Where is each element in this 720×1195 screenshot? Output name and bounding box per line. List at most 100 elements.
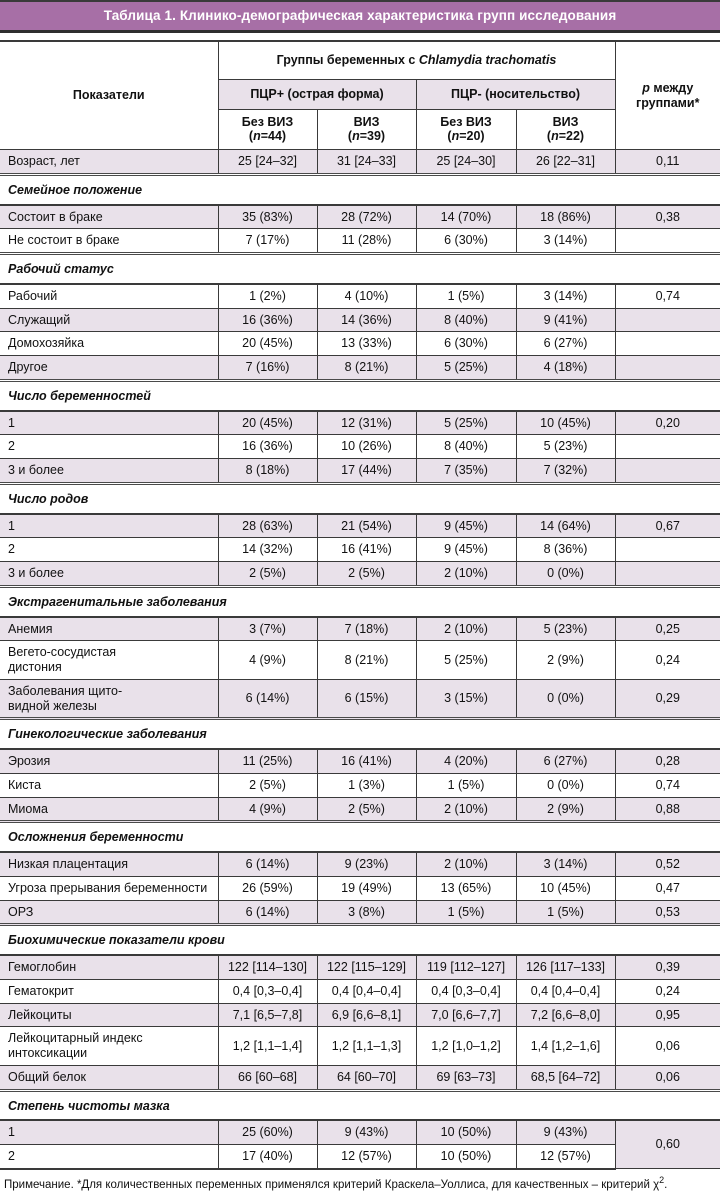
cell-p-value (614, 307, 720, 333)
section-header-label: Рабочий статус (0, 251, 720, 285)
cell-value: 16 (36%) (217, 434, 318, 459)
table-title: Таблица 1. Клинико-демографическая харак… (103, 8, 617, 23)
section-header-row: Степень чистоты мазка (0, 1088, 720, 1122)
cell-value: 7 (32%) (515, 458, 616, 484)
table-row: Не состоит в браке 7 (17%) 11 (28%) 6 (30%)… (0, 228, 720, 254)
row-label: Киста (0, 772, 219, 798)
cell-value: 9 (43%) (515, 1119, 616, 1146)
cell-value: 2 (5%) (316, 561, 417, 587)
cell-value: 26 [22–31] (515, 149, 616, 175)
cell-value: 8 (18%) (217, 458, 318, 484)
cell-p-value (614, 458, 720, 484)
section-header-row: Биохимические показатели крови (0, 923, 720, 957)
cell-value: 0,4 [0,4–0,4] (515, 978, 616, 1004)
cell-value: 8 (36%) (515, 537, 616, 562)
cell-value: 2 (5%) (217, 561, 318, 587)
section-header-row: Экстрагенитальные заболевания (0, 584, 720, 618)
cell-p-value (614, 331, 720, 356)
table-row: 2 14 (32%) 16 (41%) 9 (45%) 8 (36%) (0, 537, 720, 562)
cell-value: 1,4 [1,2–1,6] (515, 1026, 616, 1066)
row-label: 3 и более (0, 561, 219, 587)
cell-value: 1 (2%) (217, 283, 318, 309)
cell-value: 17 (40%) (217, 1143, 318, 1170)
table-row: Лейкоцитарный индекс интоксикации 1,2 [1,… (0, 1026, 720, 1066)
cell-value: 3 (7%) (217, 615, 318, 642)
cell-value: 12 (31%) (316, 409, 417, 436)
table-row: Миома 4 (9%) 2 (5%) 2 (10%) 2 (9%) 0,88 (0, 796, 720, 823)
cell-value: 3 (15%) (415, 678, 517, 720)
cell-p-value: 0,47 (614, 875, 720, 901)
cell-value: 14 (70%) (415, 203, 517, 230)
table-row: Служащий 16 (36%) 14 (36%) 8 (40%) 9 (41%) (0, 307, 720, 333)
cell-value: 3 (14%) (515, 851, 616, 877)
cell-value: 6 (30%) (415, 331, 517, 356)
table-row: Угроза прерывания беременности 26 (59%) 19… (0, 875, 720, 901)
section-header-row: Осложнения беременности (0, 820, 720, 854)
table-row: 3 и более 2 (5%) 2 (5%) 2 (10%) 0 (0%) (0, 561, 720, 587)
row-label: 2 (0, 434, 219, 459)
table-row: Возраст, лет 25 [24–32] 31 [24–33] 25 [24–3… (0, 149, 720, 175)
table-row: Рабочий 1 (2%) 4 (10%) 1 (5%) 3 (14%) 0,74 (0, 283, 720, 309)
cell-value: 8 (21%) (316, 355, 417, 381)
table-row: 1 20 (45%) 12 (31%) 5 (25%) 10 (45%) 0,20 (0, 409, 720, 436)
row-label: ОРЗ (0, 899, 219, 926)
cell-value: 7 (35%) (415, 458, 517, 484)
cell-value: 31 [24–33] (316, 149, 417, 175)
cell-p-value: 0,24 (614, 978, 720, 1004)
row-label: Состоит в браке (0, 203, 219, 230)
table-row: Общий белок 66 [60–68] 64 [60–70] 69 [63–73… (0, 1064, 720, 1091)
cell-value: 1,2 [1,0–1,2] (415, 1026, 517, 1066)
cell-value: 8 (21%) (316, 640, 417, 680)
cell-value: 20 (45%) (217, 409, 318, 436)
cell-value: 28 (72%) (316, 203, 417, 230)
table-body: Возраст, лет 25 [24–32] 31 [24–33] 25 [24–3… (0, 149, 720, 1170)
cell-value: 2 (10%) (415, 796, 517, 823)
cell-value: 126 [117–133] (515, 954, 616, 980)
row-label: Возраст, лет (0, 149, 219, 175)
cell-value: 4 (9%) (217, 640, 318, 680)
cell-value: 1 (5%) (415, 899, 517, 926)
cell-value: 6 (14%) (217, 851, 318, 877)
cell-p-value (614, 434, 720, 459)
cell-value: 2 (10%) (415, 851, 517, 877)
cell-value: 6,9 [6,6–8,1] (316, 1002, 417, 1028)
row-label: Другое (0, 355, 219, 381)
cell-value: 6 (27%) (515, 748, 616, 774)
cell-value: 0 (0%) (515, 678, 616, 720)
cell-value: 11 (25%) (217, 748, 318, 774)
cell-value: 9 (23%) (316, 851, 417, 877)
row-label: 1 (0, 512, 219, 539)
cell-value: 9 (45%) (415, 512, 517, 539)
cell-value: 0,4 [0,3–0,4] (217, 978, 318, 1004)
cell-value: 2 (5%) (316, 796, 417, 823)
cell-value: 5 (25%) (415, 355, 517, 381)
cell-value: 19 (49%) (316, 875, 417, 901)
header-pcr-negative: ПЦР- (носительство) (415, 78, 615, 110)
cell-value: 2 (10%) (415, 561, 517, 587)
row-label: Гемоглобин (0, 954, 219, 980)
cell-p-value (614, 355, 720, 381)
cell-value: 18 (86%) (515, 203, 616, 230)
cell-value: 5 (23%) (515, 434, 616, 459)
cell-p-value: 0,24 (614, 640, 720, 680)
cell-p-value: 0,74 (614, 772, 720, 798)
cell-value: 16 (41%) (316, 537, 417, 562)
cell-value: 14 (36%) (316, 307, 417, 333)
row-label: Лейкоциты (0, 1002, 219, 1028)
cell-value: 4 (9%) (217, 796, 318, 823)
table-title-bar: Таблица 1. Клинико-демографическая харак… (0, 0, 720, 33)
row-label: Миома (0, 796, 219, 823)
table-row: Лейкоциты 7,1 [6,5–7,8] 6,9 [6,6–8,1] 7,0 [… (0, 1002, 720, 1028)
cell-value: 5 (25%) (415, 640, 517, 680)
cell-value: 0 (0%) (515, 772, 616, 798)
cell-value: 68,5 [64–72] (515, 1064, 616, 1091)
section-header-label: Степень чистоты мазка (0, 1088, 720, 1122)
header-groups-title: Группы беременных с Chlamydia trachomati… (217, 39, 616, 80)
table-row: Другое 7 (16%) 8 (21%) 5 (25%) 4 (18%) (0, 355, 720, 381)
section-header-row: Число беременностей (0, 378, 720, 412)
cell-p-value: 0,11 (614, 149, 720, 175)
cell-value: 9 (43%) (316, 1119, 417, 1146)
cell-value: 7 (17%) (217, 228, 318, 254)
cell-value: 7 (16%) (217, 355, 318, 381)
cell-value: 21 (54%) (316, 512, 417, 539)
